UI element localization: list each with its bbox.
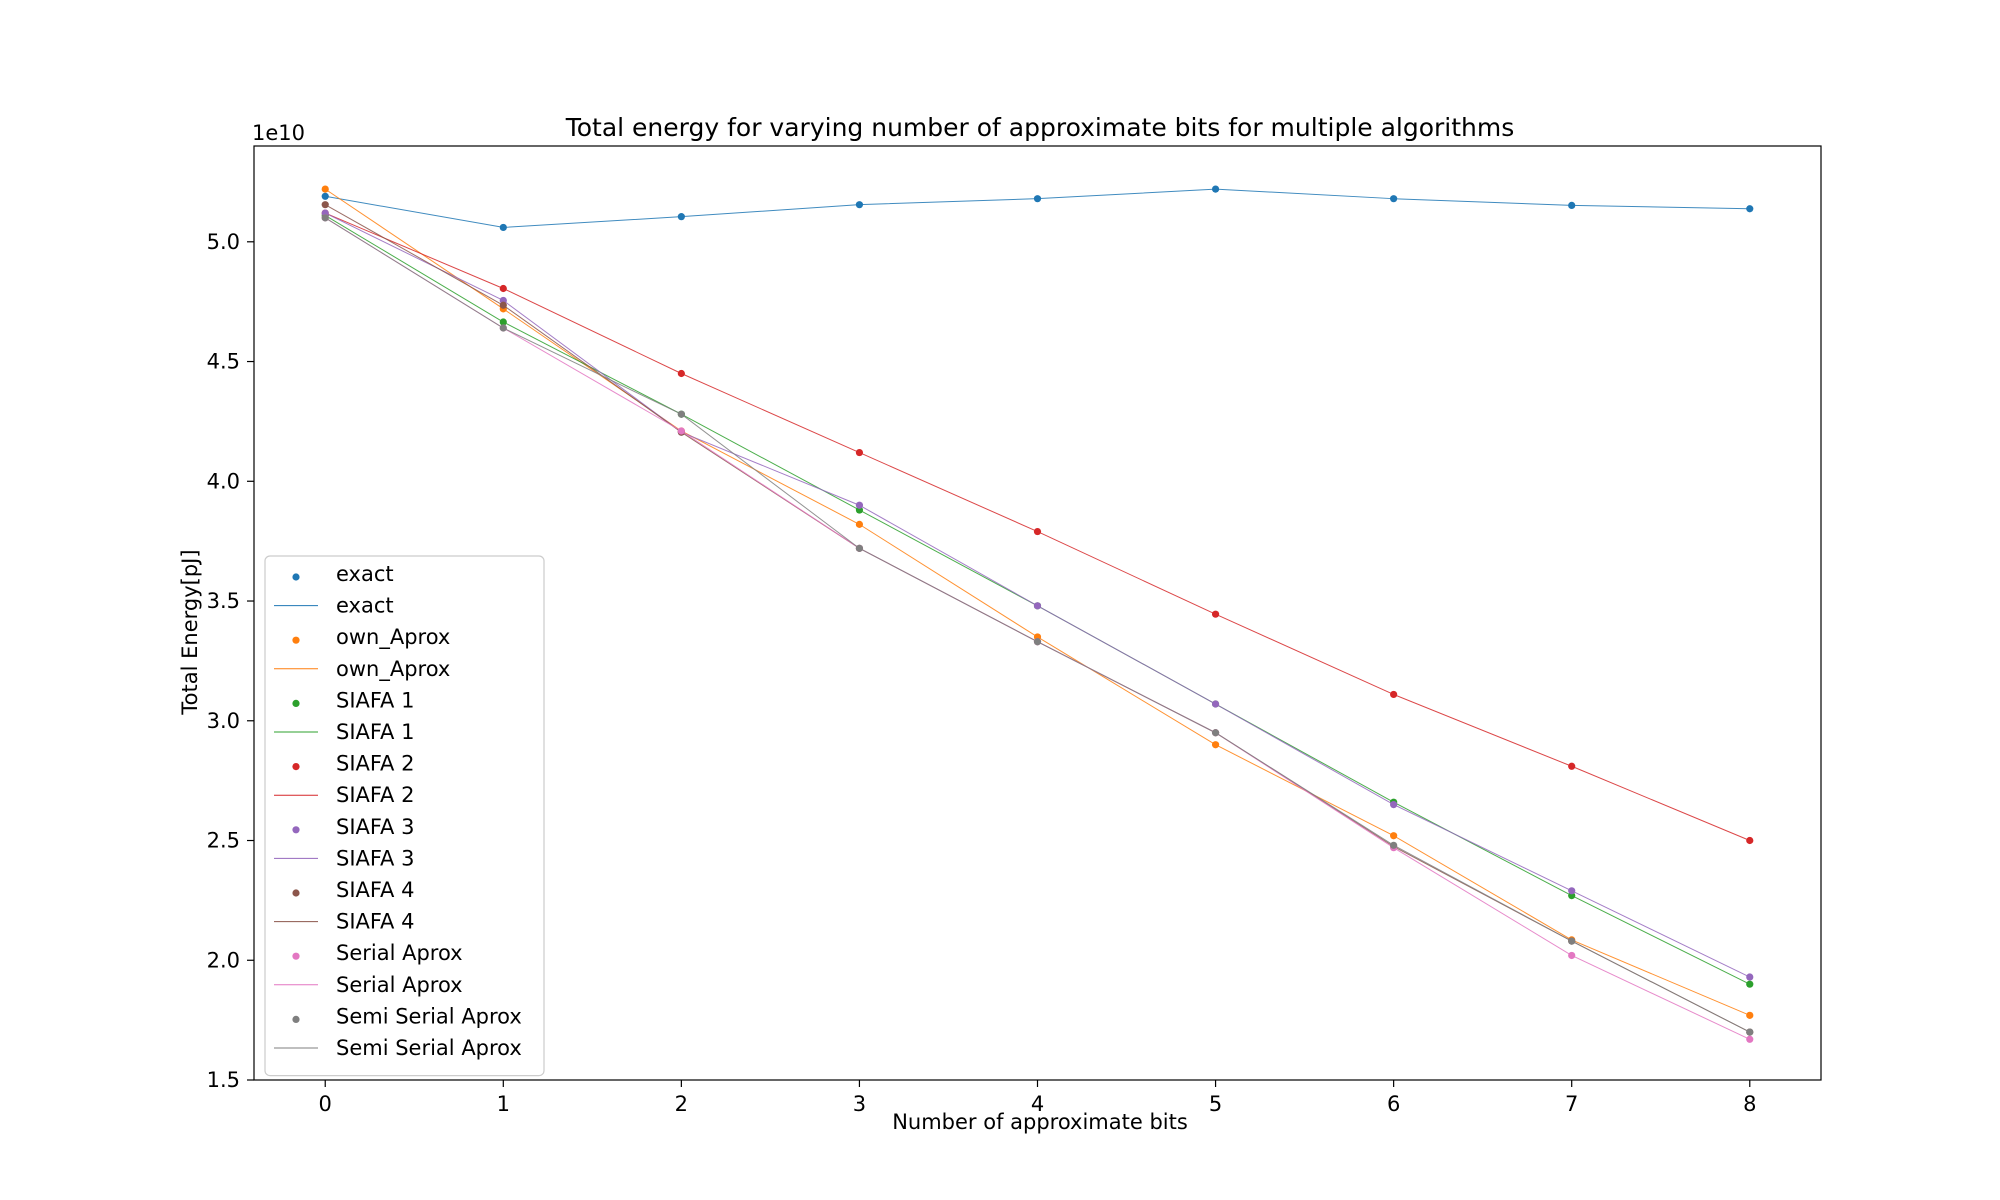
y-axis-label: Total Energy[pJ] (178, 549, 202, 715)
data-point-exact (1746, 205, 1754, 213)
y-tick-label: 1.5 (207, 1068, 240, 1092)
data-point-siafa-2 (1033, 527, 1042, 536)
data-point-semi-serial-aprox (1746, 1028, 1754, 1036)
data-point-exact (321, 192, 329, 200)
legend-label: own_Aprox (336, 657, 450, 682)
x-tick-label: 8 (1743, 1092, 1756, 1116)
data-point-exact (1033, 195, 1042, 203)
legend-label: SIAFA 2 (336, 752, 414, 776)
y-axis-offset-label: 1e10 (252, 121, 305, 145)
legend-label: exact (336, 562, 394, 586)
data-point-own-aprox (321, 185, 329, 193)
data-point-semi-serial-aprox (1211, 729, 1220, 737)
data-point-semi-serial-aprox (855, 544, 864, 552)
data-point-siafa-4 (499, 301, 507, 309)
data-point-exact (1211, 185, 1220, 193)
y-tick-label: 3.5 (207, 589, 240, 613)
legend: exact exact own_Aprox own_Aprox SIAFA 1 SIAFA… (264, 555, 545, 1077)
data-point-exact (499, 223, 507, 232)
data-point-own-aprox (1211, 741, 1220, 749)
data-point-siafa-4 (321, 201, 329, 209)
data-point-siafa-2 (1568, 762, 1576, 770)
data-point-siafa-2 (1746, 836, 1754, 845)
data-point-siafa-3 (1033, 602, 1042, 610)
data-point-siafa-2 (677, 369, 685, 378)
y-tick-label: 3.0 (207, 709, 240, 733)
legend-label: own_Aprox (336, 625, 450, 650)
y-tick-label: 4.5 (207, 350, 240, 374)
data-point-own-aprox (1390, 832, 1398, 840)
x-tick-label: 4 (1031, 1092, 1044, 1116)
data-point-semi-serial-aprox (321, 214, 329, 222)
data-point-siafa-2 (1390, 690, 1398, 699)
legend-label: Semi Serial Aprox (336, 1004, 522, 1028)
legend-label: SIAFA 3 (336, 846, 414, 870)
x-tick-label: 3 (853, 1092, 866, 1116)
x-tick-label: 6 (1387, 1092, 1400, 1116)
legend-box (264, 555, 545, 1077)
data-point-siafa-2 (499, 284, 507, 293)
data-point-semi-serial-aprox (677, 410, 685, 418)
legend-label: SIAFA 4 (336, 910, 414, 934)
data-point-siafa-3 (1211, 700, 1220, 708)
x-axis-label: Number of approximate bits (892, 1110, 1188, 1134)
y-tick-label: 2.5 (207, 829, 240, 853)
legend-label: SIAFA 1 (336, 688, 414, 712)
data-point-siafa-1 (1746, 980, 1754, 988)
legend-marker-siafa-3 (292, 826, 300, 834)
data-point-exact (855, 201, 864, 209)
legend-label: SIAFA 2 (336, 783, 414, 807)
legend-marker-siafa-4 (292, 889, 300, 897)
x-tick-label: 1 (497, 1092, 510, 1116)
x-tick-label: 7 (1565, 1092, 1578, 1116)
y-tick-label: 4.0 (207, 469, 240, 493)
data-point-siafa-3 (1390, 800, 1398, 809)
data-point-exact (1568, 201, 1576, 209)
data-point-serial-aprox (677, 427, 685, 435)
axis-ticks: 0 1 2 3 4 5 6 7 8 1.5 2.0 2.5 3.0 3.5 4.0 4.5 5.0 (207, 230, 1757, 1116)
data-point-own-aprox (1746, 1011, 1754, 1019)
data-point-siafa-2 (855, 448, 864, 457)
legend-label: SIAFA 4 (336, 878, 414, 902)
legend-marker-siafa-1 (292, 699, 300, 708)
legend-marker-own-aprox (292, 636, 300, 644)
legend-marker-siafa-2 (292, 763, 300, 771)
x-tick-label: 5 (1209, 1092, 1222, 1116)
legend-label: Serial Aprox (336, 941, 463, 965)
plot-frame (253, 145, 1822, 1081)
data-point-siafa-3 (1568, 887, 1576, 895)
data-point-serial-aprox (1746, 1035, 1754, 1043)
x-tick-label: 0 (319, 1092, 332, 1116)
data-point-exact (677, 213, 685, 221)
legend-label: SIAFA 3 (336, 815, 414, 839)
legend-label: Serial Aprox (336, 973, 463, 997)
data-point-siafa-1 (499, 318, 507, 326)
legend-marker-serial-aprox (292, 952, 300, 960)
legend-label: SIAFA 1 (336, 720, 414, 744)
chart-title: Total energy for varying number of appro… (565, 113, 1515, 142)
data-point-semi-serial-aprox (1390, 841, 1398, 849)
legend-marker-semi-serial-aprox (292, 1015, 300, 1024)
data-point-semi-serial-aprox (499, 324, 507, 332)
data-point-siafa-3 (1746, 973, 1754, 981)
data-point-own-aprox (855, 520, 864, 528)
legend-marker-exact (292, 573, 300, 581)
data-point-siafa-3 (855, 501, 864, 509)
legend-label: Semi Serial Aprox (336, 1036, 522, 1060)
y-tick-label: 2.0 (207, 948, 240, 972)
data-point-exact (1390, 195, 1398, 203)
plot-area (321, 185, 1754, 1043)
data-point-siafa-2 (1211, 610, 1220, 618)
data-point-semi-serial-aprox (1033, 638, 1042, 646)
data-point-semi-serial-aprox (1568, 937, 1576, 945)
x-tick-label: 2 (675, 1092, 688, 1116)
legend-label: exact (336, 594, 394, 618)
y-tick-label: 5.0 (207, 230, 240, 254)
data-point-serial-aprox (1568, 951, 1576, 960)
